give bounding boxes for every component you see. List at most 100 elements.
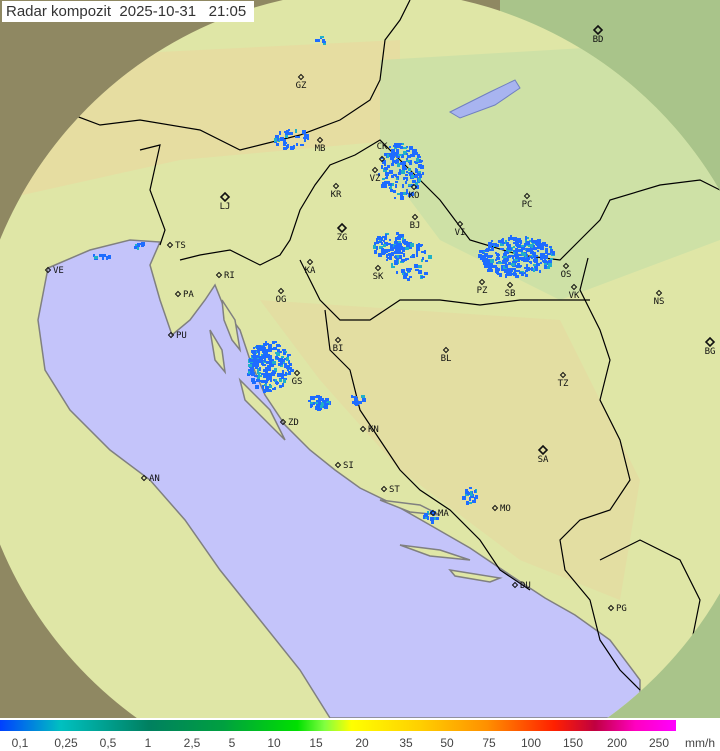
rain-pixel bbox=[137, 243, 141, 245]
city-vi: VI bbox=[455, 220, 465, 238]
rain-pixel bbox=[512, 256, 514, 259]
rain-pixel bbox=[490, 265, 493, 267]
rain-pixel bbox=[406, 190, 408, 194]
rain-pixel bbox=[546, 266, 550, 269]
rain-pixel bbox=[385, 177, 388, 179]
rain-pixel bbox=[402, 161, 406, 164]
rain-pixel bbox=[495, 267, 498, 270]
rain-pixel bbox=[546, 261, 549, 265]
rain-pixel bbox=[548, 260, 552, 263]
rain-pixel bbox=[277, 357, 279, 360]
city-vk: VK bbox=[569, 283, 580, 301]
rain-pixel bbox=[397, 236, 401, 240]
rain-pixel bbox=[531, 244, 534, 248]
rain-pixel bbox=[402, 166, 406, 170]
rain-pixel bbox=[137, 246, 139, 250]
rain-pixel bbox=[518, 254, 522, 256]
rain-pixel bbox=[273, 379, 275, 381]
rain-pixel bbox=[506, 273, 509, 276]
city-pg: PG bbox=[607, 604, 627, 614]
rain-pixel bbox=[405, 181, 407, 184]
rain-pixel bbox=[418, 265, 422, 268]
rain-pixel bbox=[406, 150, 410, 152]
city-marker-icon bbox=[277, 287, 285, 295]
rain-pixel bbox=[401, 170, 405, 174]
rain-pixel bbox=[401, 154, 404, 158]
precipitation-layer bbox=[93, 36, 555, 524]
rain-pixel bbox=[287, 354, 289, 357]
rain-pixel bbox=[277, 373, 281, 377]
rain-pixel bbox=[398, 154, 402, 156]
city-marker-icon bbox=[174, 290, 182, 298]
city-label: PZ bbox=[477, 286, 488, 296]
rain-pixel bbox=[527, 268, 531, 270]
rain-pixel bbox=[277, 345, 281, 347]
rain-pixel bbox=[253, 381, 256, 384]
rain-pixel bbox=[528, 244, 532, 247]
rain-pixel bbox=[418, 178, 421, 182]
rain-pixel bbox=[542, 260, 544, 262]
rain-pixel bbox=[264, 381, 268, 383]
city-label: VK bbox=[569, 291, 580, 301]
rain-pixel bbox=[402, 164, 405, 167]
legend-tick: 150 bbox=[562, 736, 584, 750]
rain-pixel bbox=[391, 263, 393, 266]
rain-pixel bbox=[536, 261, 538, 264]
city-ko: KO bbox=[409, 183, 419, 201]
city-marker-icon bbox=[167, 331, 175, 339]
city-marker-icon bbox=[511, 581, 519, 589]
rain-pixel bbox=[536, 242, 539, 246]
rain-pixel bbox=[323, 42, 326, 45]
city-pc: PC bbox=[522, 192, 532, 210]
radar-map[interactable]: BD GZ MB CK VZ KR LJ KO PC TS VE ZG BJ VI KA RI SK OS PA OG… bbox=[0, 0, 720, 718]
rain-pixel bbox=[517, 249, 521, 252]
rain-pixel bbox=[381, 248, 384, 252]
rain-pixel bbox=[388, 243, 391, 245]
rain-pixel bbox=[510, 268, 513, 272]
rain-pixel bbox=[315, 402, 318, 404]
rain-pixel bbox=[310, 404, 312, 408]
rain-pixel bbox=[409, 172, 413, 176]
rain-pixel bbox=[265, 341, 267, 344]
rain-pixel bbox=[430, 511, 434, 514]
rain-pixel bbox=[270, 380, 272, 382]
city-label: BD bbox=[593, 35, 604, 45]
rain-pixel bbox=[264, 349, 268, 351]
rain-pixel bbox=[517, 260, 520, 262]
rain-pixel bbox=[469, 502, 472, 504]
rain-pixel bbox=[407, 268, 411, 272]
rain-pixel bbox=[384, 167, 387, 170]
rain-pixel bbox=[399, 255, 402, 259]
islands bbox=[209, 299, 503, 583]
city-marker-icon bbox=[592, 24, 604, 36]
rain-pixel bbox=[383, 240, 385, 242]
rain-pixel bbox=[384, 252, 386, 254]
rain-pixel bbox=[374, 250, 377, 254]
city-label: PA bbox=[183, 290, 194, 300]
city-marker-icon bbox=[316, 136, 324, 144]
rain-pixel bbox=[389, 146, 391, 148]
rain-pixel bbox=[373, 245, 376, 249]
rain-pixel bbox=[411, 192, 414, 196]
rain-pixel bbox=[272, 341, 275, 344]
rain-pixel bbox=[249, 358, 253, 362]
city-label: TS bbox=[175, 241, 186, 251]
rain-pixel bbox=[422, 172, 424, 175]
rain-pixel bbox=[536, 267, 538, 269]
rain-pixel bbox=[402, 237, 404, 240]
city-marker-icon bbox=[334, 461, 342, 469]
rain-pixel bbox=[494, 265, 497, 268]
rain-pixel bbox=[259, 356, 263, 359]
rain-pixel bbox=[285, 131, 288, 135]
rain-pixel bbox=[269, 385, 272, 388]
rain-pixel bbox=[272, 361, 276, 364]
rain-pixel bbox=[524, 243, 526, 247]
rain-pixel bbox=[282, 370, 284, 374]
city-label: OS bbox=[561, 270, 572, 280]
rain-pixel bbox=[279, 131, 281, 135]
rain-pixel bbox=[515, 240, 519, 243]
rain-pixel bbox=[284, 358, 286, 360]
rain-pixel bbox=[325, 398, 329, 402]
rain-pixel bbox=[251, 350, 255, 353]
rain-pixel bbox=[544, 263, 547, 265]
